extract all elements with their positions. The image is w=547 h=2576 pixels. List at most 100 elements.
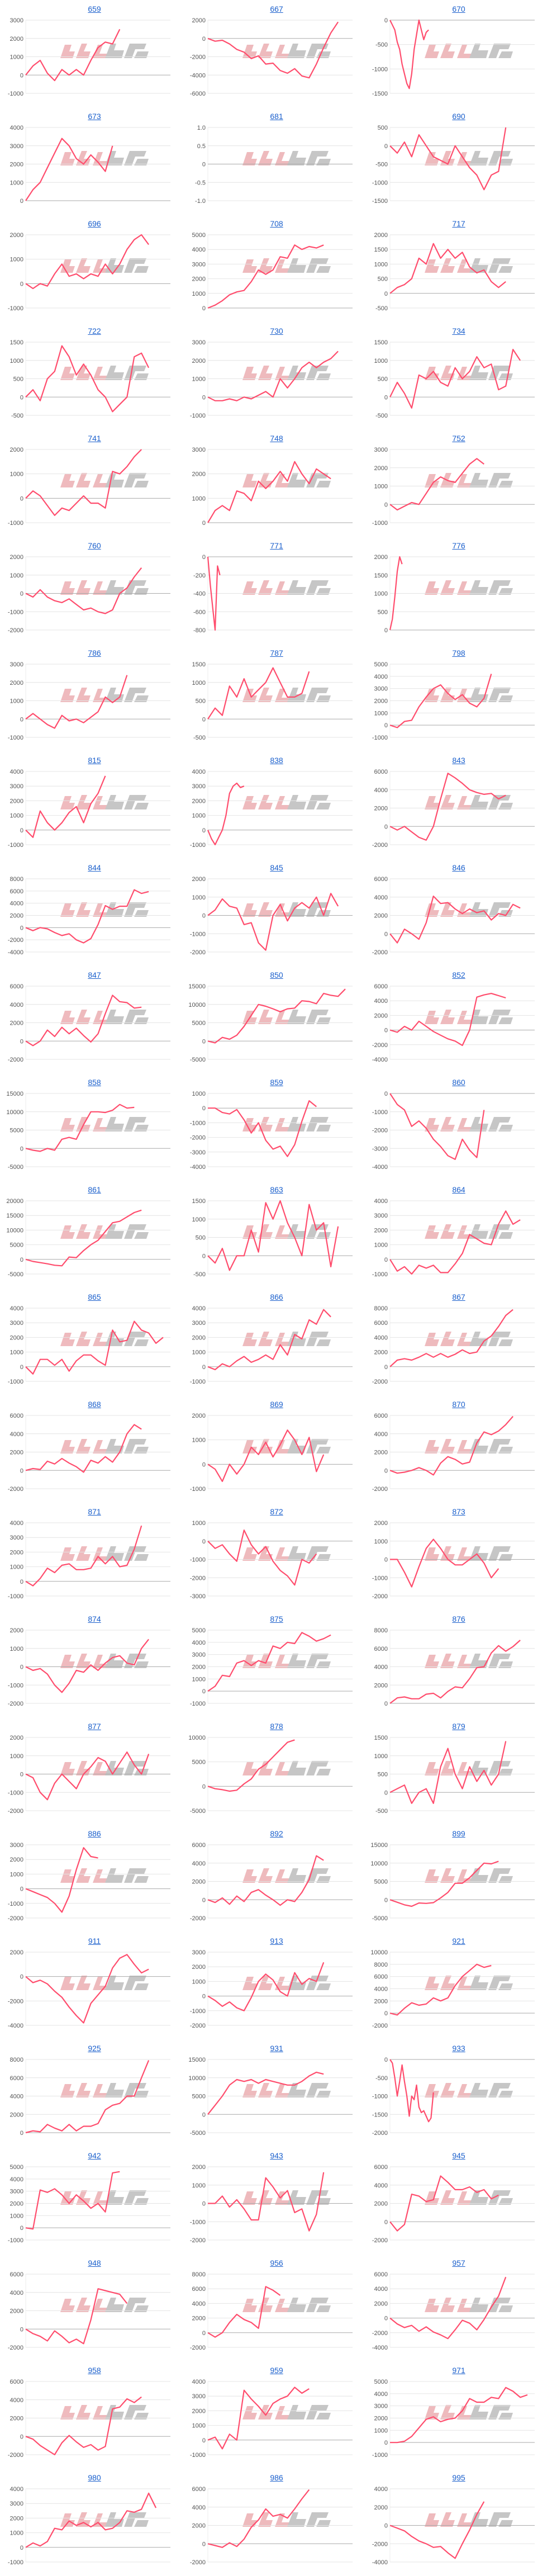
- chart-title-link[interactable]: 942: [88, 2151, 101, 2160]
- chart-title-link[interactable]: 786: [88, 648, 101, 657]
- chart-title-link[interactable]: 843: [452, 756, 465, 765]
- chart-title-link[interactable]: 776: [452, 541, 465, 550]
- watermark-logo: [242, 1224, 331, 1239]
- chart-title-link[interactable]: 872: [270, 1507, 283, 1516]
- chart-title-link[interactable]: 850: [270, 970, 283, 979]
- chart-title-link[interactable]: 869: [270, 1400, 283, 1409]
- chart-panel: -2000 0 2000 4000 6000 948: [0, 2254, 182, 2361]
- chart-title-link[interactable]: 673: [88, 112, 101, 121]
- y-tick-label: 2000: [10, 162, 23, 168]
- chart-title-link[interactable]: 959: [270, 2366, 283, 2375]
- chart-title-link[interactable]: 948: [88, 2258, 101, 2267]
- chart-title-link[interactable]: 863: [270, 1185, 283, 1194]
- chart-title-link[interactable]: 875: [270, 1614, 283, 1623]
- chart-title-link[interactable]: 670: [452, 4, 465, 13]
- chart-title-link[interactable]: 815: [88, 756, 101, 765]
- y-tick-label: 15000: [188, 983, 206, 990]
- chart-title-link[interactable]: 787: [270, 648, 283, 657]
- chart-title-link[interactable]: 945: [452, 2151, 465, 2160]
- chart-title-link[interactable]: 870: [452, 1400, 465, 1409]
- y-tick-label: 500: [196, 1235, 206, 1242]
- chart-title-link[interactable]: 690: [452, 112, 465, 121]
- line-chart: -500 0 500 1000 1500: [374, 339, 535, 419]
- y-tick-label: 6000: [192, 1842, 206, 1849]
- y-tick-label: 4000: [374, 2391, 388, 2398]
- chart-title-link[interactable]: 722: [88, 326, 101, 335]
- chart-title-link[interactable]: 858: [88, 1078, 101, 1087]
- chart-title-link[interactable]: 899: [452, 1829, 465, 1838]
- y-tick-label: 2000: [192, 276, 206, 283]
- chart-title-link[interactable]: 943: [270, 2151, 283, 2160]
- chart-title-link[interactable]: 867: [452, 1292, 465, 1301]
- chart-title-link[interactable]: 717: [452, 219, 465, 228]
- chart-title-link[interactable]: 860: [452, 1078, 465, 1087]
- chart-title-link[interactable]: 995: [452, 2473, 465, 2482]
- chart-title-link[interactable]: 681: [270, 112, 283, 121]
- watermark-logo: [242, 2083, 331, 2097]
- chart-title-link[interactable]: 748: [270, 434, 283, 443]
- chart-title-link[interactable]: 752: [452, 434, 465, 443]
- chart-title-link[interactable]: 921: [452, 1936, 465, 1945]
- chart-title-link[interactable]: 980: [88, 2473, 101, 2482]
- y-tick-label: 4000: [10, 2094, 23, 2100]
- chart-title-link[interactable]: 708: [270, 219, 283, 228]
- y-tick-label: 0: [202, 1253, 206, 1259]
- chart-title-link[interactable]: 878: [270, 1722, 283, 1731]
- chart-panel: -1.0 -0.5 0 0.5 1.0 681: [182, 107, 364, 215]
- chart-title-link[interactable]: 734: [452, 326, 465, 335]
- chart-title-link[interactable]: 958: [88, 2366, 101, 2375]
- y-tick-label: 2000: [10, 1857, 23, 1863]
- chart-title-link[interactable]: 861: [88, 1185, 101, 1194]
- watermark-logo: [242, 1332, 331, 1346]
- y-tick-label: 10000: [370, 1949, 388, 1956]
- chart-title-link[interactable]: 913: [270, 1936, 283, 1945]
- series-line: [25, 138, 113, 201]
- y-tick-label: 3000: [374, 447, 388, 453]
- chart-title-link[interactable]: 852: [452, 970, 465, 979]
- chart-title-link[interactable]: 798: [452, 648, 465, 657]
- chart-title-link[interactable]: 741: [88, 434, 101, 443]
- line-chart: -1000 0 1000 2000 3000 4000: [190, 1305, 353, 1385]
- chart-title-link[interactable]: 874: [88, 1614, 101, 1623]
- chart-title-link[interactable]: 876: [452, 1614, 465, 1623]
- chart-title-link[interactable]: 871: [88, 1507, 101, 1516]
- line-chart: -2000 -1000 0 1000 2000 3000: [190, 1949, 353, 2029]
- y-tick-label: 0: [20, 1664, 23, 1671]
- chart-title-link[interactable]: 864: [452, 1185, 465, 1194]
- chart-title-link[interactable]: 859: [270, 1078, 283, 1087]
- chart-title-link[interactable]: 771: [270, 541, 283, 550]
- chart-title-link[interactable]: 877: [88, 1722, 101, 1731]
- chart-title-link[interactable]: 760: [88, 541, 101, 550]
- chart-title-link[interactable]: 925: [88, 2044, 101, 2053]
- y-tick-label: 1.0: [197, 125, 206, 131]
- chart-title-link[interactable]: 886: [88, 1829, 101, 1838]
- y-tick-label: -1000: [372, 520, 388, 527]
- chart-title-link[interactable]: 866: [270, 1292, 283, 1301]
- chart-title-link[interactable]: 971: [452, 2366, 465, 2375]
- chart-title-link[interactable]: 845: [270, 863, 283, 872]
- chart-title-link[interactable]: 892: [270, 1829, 283, 1838]
- chart-title-link[interactable]: 868: [88, 1400, 101, 1409]
- watermark-logo: [60, 2190, 149, 2205]
- chart-title-link[interactable]: 667: [270, 4, 283, 13]
- chart-title-link[interactable]: 696: [88, 219, 101, 228]
- chart-title-link[interactable]: 931: [270, 2044, 283, 2053]
- line-chart: -2000 -1000 0 1000 2000: [8, 554, 170, 634]
- chart-title-link[interactable]: 730: [270, 326, 283, 335]
- chart-title-link[interactable]: 873: [452, 1507, 465, 1516]
- chart-title-link[interactable]: 956: [270, 2258, 283, 2267]
- chart-title-link[interactable]: 879: [452, 1722, 465, 1731]
- chart-title-link[interactable]: 847: [88, 970, 101, 979]
- chart-title-link[interactable]: 838: [270, 756, 283, 765]
- chart-title-link[interactable]: 933: [452, 2044, 465, 2053]
- chart-title-link[interactable]: 911: [88, 1936, 101, 1945]
- chart-panel: -4000 -2000 0 2000 911: [0, 1932, 182, 2039]
- y-tick-label: 0: [202, 1897, 206, 1903]
- chart-title-link[interactable]: 659: [88, 4, 101, 13]
- chart-title-link[interactable]: 865: [88, 1292, 101, 1301]
- chart-title-link[interactable]: 846: [452, 863, 465, 872]
- chart-title-link[interactable]: 986: [270, 2473, 283, 2482]
- chart-title-link[interactable]: 844: [88, 863, 101, 872]
- chart-panel: -2000 0 2000 4000 6000 986: [182, 2469, 364, 2576]
- chart-title-link[interactable]: 957: [452, 2258, 465, 2267]
